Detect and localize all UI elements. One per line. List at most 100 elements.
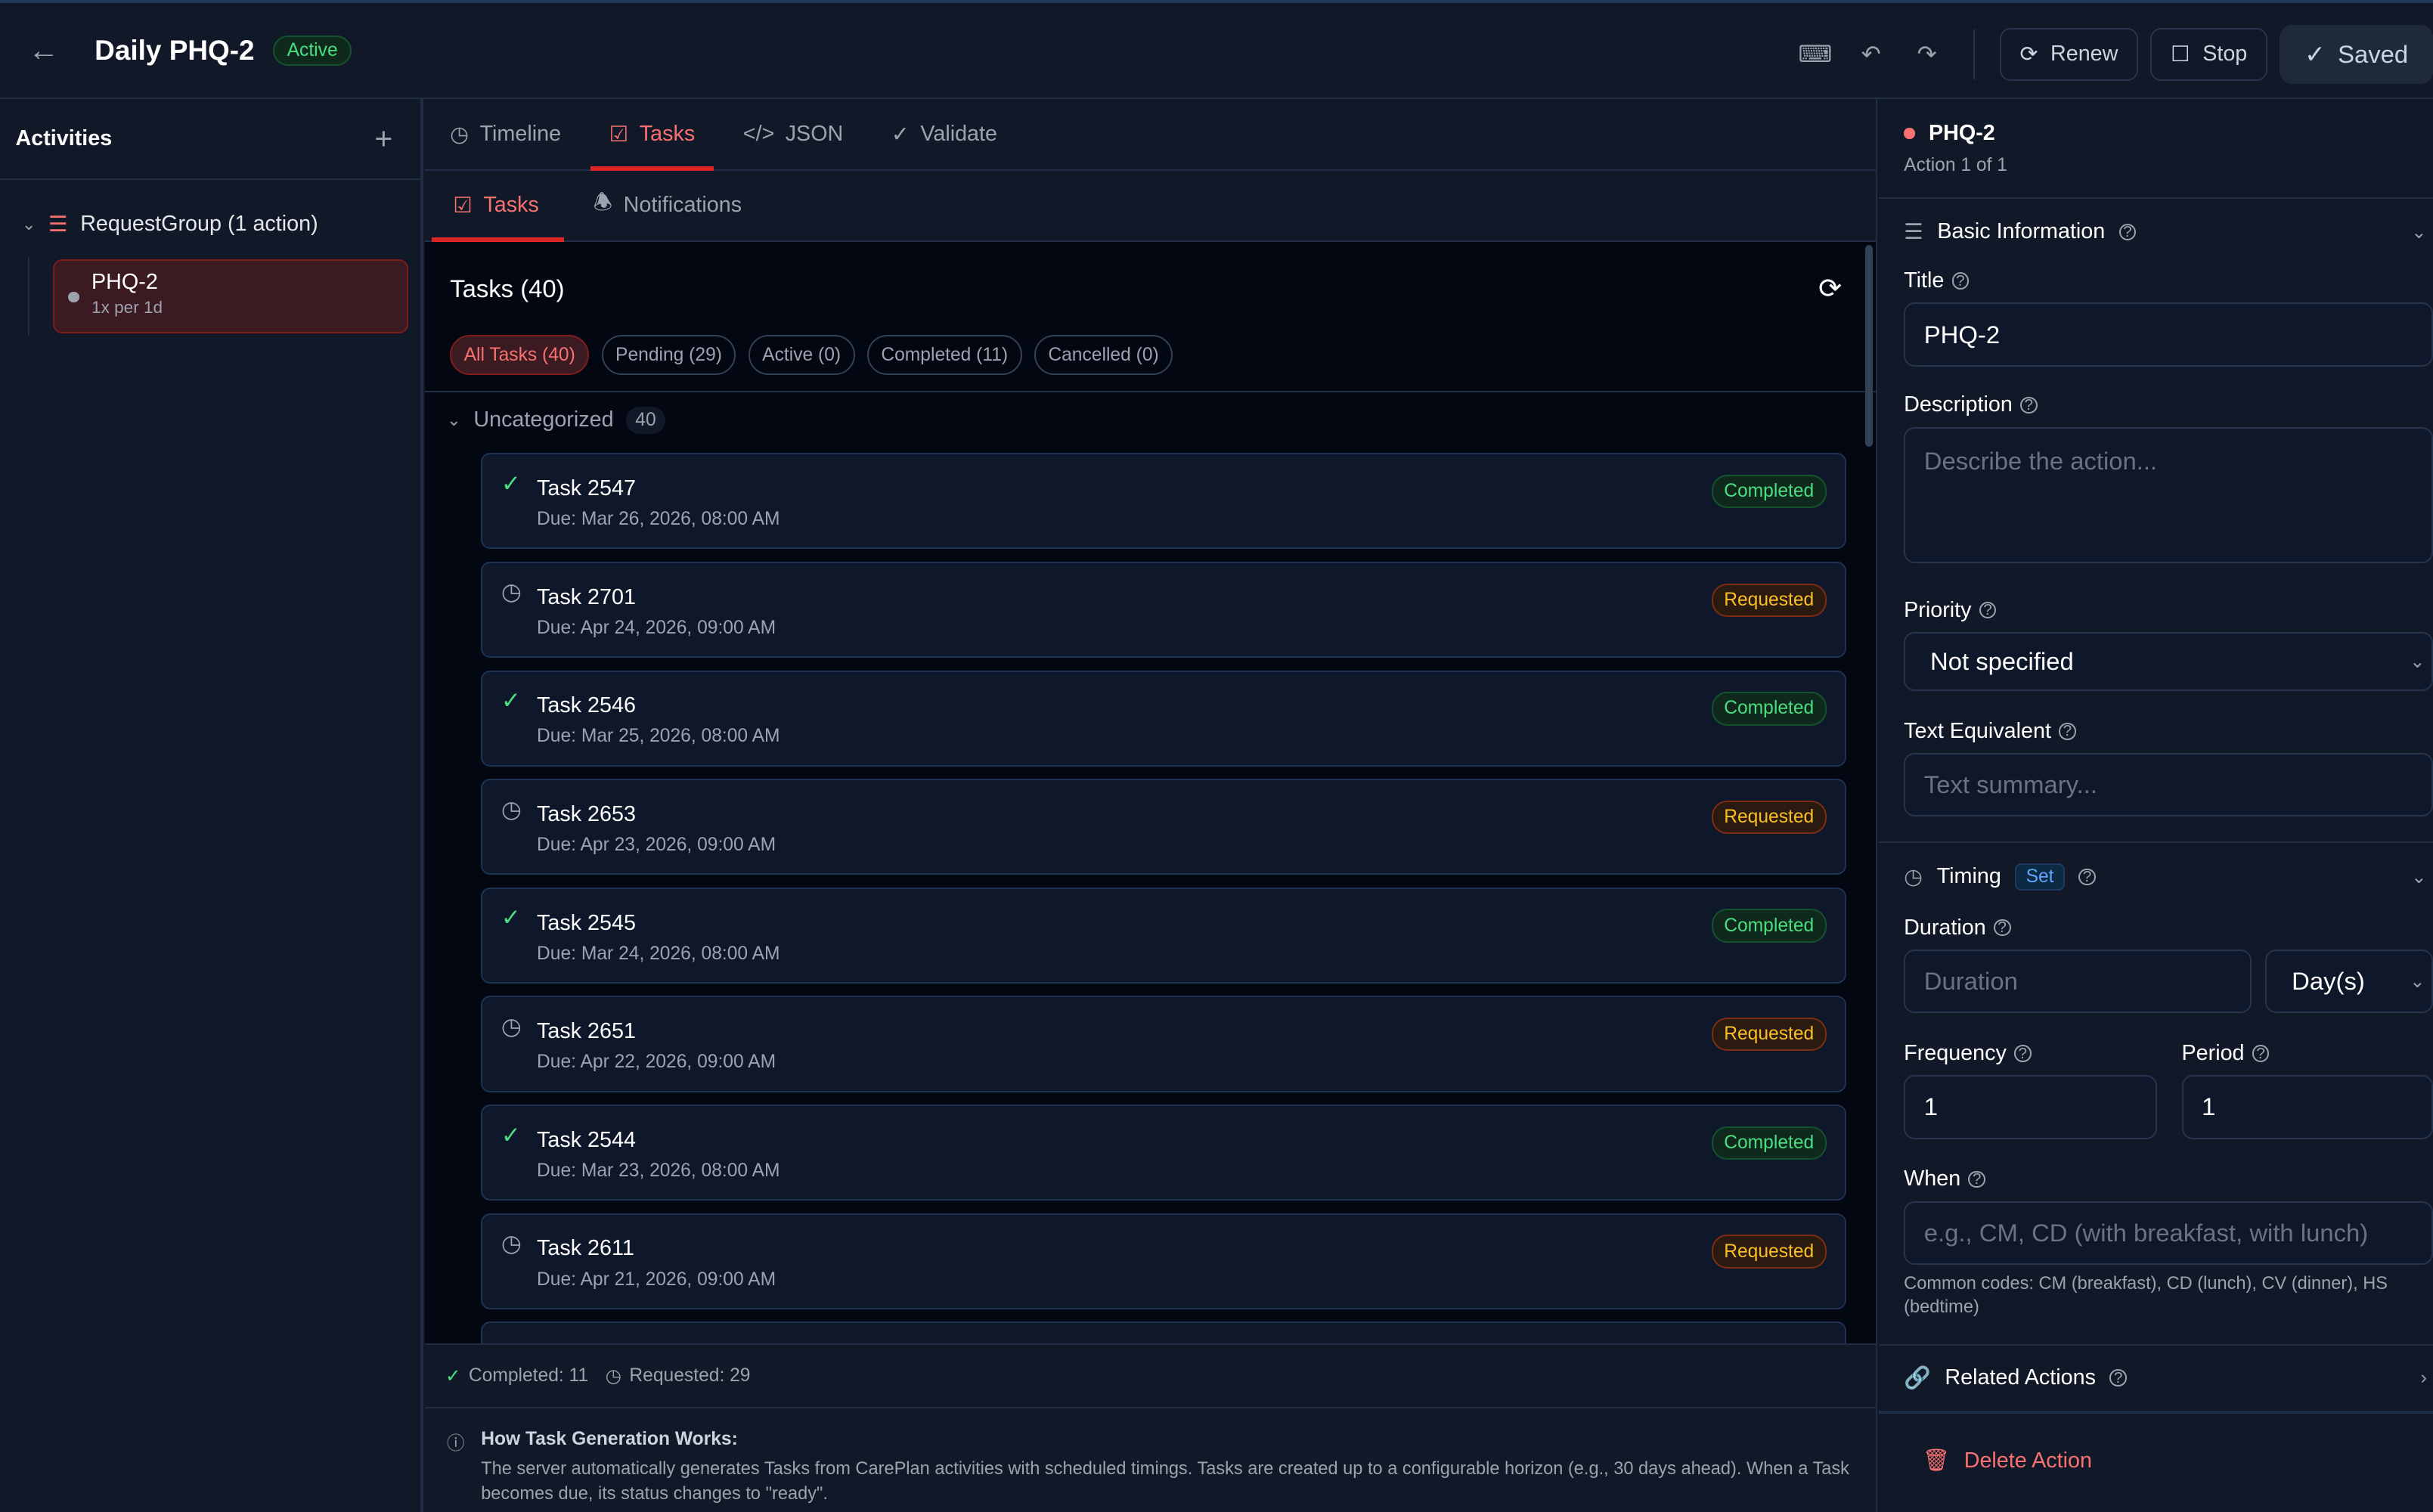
refresh-icon: ⟳	[2019, 42, 2038, 67]
filter-chip[interactable]: Pending (29)	[601, 335, 736, 375]
tab-timeline[interactable]: ◷ Timeline	[432, 99, 580, 169]
duration-unit-value: Day(s)	[2292, 967, 2365, 996]
basic-info-header[interactable]: ☰ Basic Information? ⌄	[1904, 218, 2433, 245]
item-name: PHQ-2	[91, 270, 158, 295]
task-card[interactable]: ✓ Task 2545 Due: Mar 24, 2026, 08:00 AM Com…	[481, 887, 1847, 984]
check-circle-icon: ✓	[2304, 39, 2326, 68]
help-icon[interactable]: ?	[2078, 868, 2096, 886]
tab-json[interactable]: </> JSON	[724, 99, 862, 169]
clock-icon: ◷	[450, 122, 470, 147]
subtabs: ☑ Tasks 🕭 Notifications	[425, 171, 1877, 243]
duration-label: Duration	[1904, 915, 1986, 940]
filter-chip[interactable]: Active (0)	[748, 335, 855, 375]
divider	[1879, 1343, 2433, 1346]
filter-chip[interactable]: Completed (11)	[866, 335, 1022, 375]
task-card[interactable]: ✓ Task 2547 Due: Mar 26, 2026, 08:00 AM Com…	[481, 453, 1847, 550]
clock-icon: ◷	[501, 795, 522, 823]
task-card[interactable]: ◷ Task 2701 Due: Apr 24, 2026, 09:00 AM Req…	[481, 561, 1847, 658]
task-card[interactable]: ✓ Task 2544 Due: Mar 23, 2026, 08:00 AM Com…	[481, 1105, 1847, 1201]
refresh-icon[interactable]: ⟳	[1818, 273, 1843, 305]
text-equivalent-input[interactable]: Text summary...	[1904, 753, 2433, 817]
tab-label: Timeline	[479, 122, 562, 147]
task-cards: ✓ Task 2547 Due: Mar 26, 2026, 08:00 AM Com…	[481, 453, 1847, 1344]
help-icon[interactable]: ?	[2252, 1045, 2270, 1062]
duration-input[interactable]: Duration	[1904, 949, 2252, 1014]
tasks-heading: Tasks (40)	[450, 274, 565, 302]
sidebar-item-phq2[interactable]: PHQ-2 1x per 1d	[52, 259, 408, 334]
check-circle-icon: ✓	[501, 469, 521, 497]
subtab-tasks[interactable]: ☑ Tasks	[431, 171, 565, 243]
timing-header[interactable]: ◷ Timing Set? ⌄	[1904, 863, 2433, 891]
filter-chip[interactable]: All Tasks (40)	[450, 335, 590, 375]
text-equivalent-placeholder: Text summary...	[1923, 770, 2098, 799]
keyboard-icon[interactable]: ⌨	[1798, 40, 1832, 67]
task-due: Due: Apr 24, 2026, 09:00 AM	[537, 617, 776, 638]
group-label: RequestGroup (1 action)	[80, 212, 318, 237]
title-input[interactable]: PHQ-2	[1904, 302, 2433, 367]
tab-tasks[interactable]: ☑ Tasks	[590, 99, 714, 171]
filter-chip[interactable]: Cancelled (0)	[1034, 335, 1173, 375]
duration-unit-select[interactable]: Day(s) ⌄	[2265, 949, 2433, 1014]
chevron-down-icon: ⌄	[2410, 651, 2425, 672]
divider	[1879, 841, 2433, 844]
tabs: ◷ Timeline ☑ Tasks </> JSON ✓ Validate	[425, 99, 1877, 171]
renew-button[interactable]: ⟳ Renew	[1999, 27, 2139, 81]
main-panel: ◷ Timeline ☑ Tasks </> JSON ✓ Validate ☑ Task…	[425, 99, 1878, 1512]
divider	[1879, 197, 2433, 199]
action-name: PHQ-2	[1928, 121, 1995, 146]
divider	[425, 391, 1877, 393]
frequency-label: Frequency	[1904, 1041, 2007, 1066]
task-list-panel: Tasks (40) ⟳ All Tasks (40) Pending (29) Ac…	[425, 242, 1877, 1344]
task-card[interactable]: ◷ Task 2651 Due: Apr 22, 2026, 09:00 AM Req…	[481, 996, 1847, 1092]
task-due: Due: Apr 23, 2026, 09:00 AM	[537, 835, 776, 855]
title-label: Title	[1904, 268, 1945, 293]
help-icon[interactable]: ?	[1993, 919, 2011, 937]
category-header[interactable]: ⌄ Uncategorized 40	[447, 406, 665, 434]
when-input[interactable]: e.g., CM, CD (with breakfast, with lunch…	[1904, 1201, 2433, 1265]
subtab-notifications[interactable]: 🕭 Notifications	[575, 171, 761, 240]
title-value: PHQ-2	[1923, 320, 2001, 349]
request-group[interactable]: ⌄ ☰ RequestGroup (1 action)	[0, 180, 420, 237]
priority-value: Not specified	[1929, 646, 2074, 675]
help-icon[interactable]: ?	[1951, 272, 1970, 290]
task-name: Task 2545	[537, 910, 636, 935]
help-icon[interactable]: ?	[2118, 223, 2137, 241]
task-name: Task 2547	[537, 476, 636, 500]
divider	[1879, 1410, 2433, 1414]
help-icon[interactable]: ?	[1968, 1170, 1985, 1188]
check-circle-icon: ✓	[501, 904, 521, 931]
task-name: Task 2546	[537, 693, 636, 718]
scrollbar[interactable]	[1864, 245, 1874, 448]
help-icon[interactable]: ?	[1979, 601, 1997, 619]
task-card[interactable]: ◷ Task 2611 Due: Apr 21, 2026, 09:00 AM Req…	[481, 1213, 1847, 1309]
help-icon[interactable]: ?	[2020, 396, 2038, 414]
undo-icon[interactable]: ↶	[1861, 40, 1881, 67]
renew-label: Renew	[2050, 42, 2118, 67]
add-icon[interactable]: +	[374, 121, 393, 156]
frequency-input[interactable]: 1	[1904, 1075, 2157, 1139]
delete-action-button[interactable]: 🗑 Delete Action	[1923, 1448, 2433, 1473]
sidebar: Activities + ⌄ ☰ RequestGroup (1 action) PH…	[0, 99, 424, 1512]
chevron-down-icon[interactable]: ⌄	[21, 214, 36, 234]
when-label: When	[1904, 1167, 1961, 1191]
redo-icon[interactable]: ↷	[1917, 40, 1937, 67]
related-actions-header[interactable]: 🔗 Related Actions? ›	[1904, 1346, 2433, 1411]
priority-select[interactable]: Not specified ⌄	[1904, 631, 2433, 691]
duration-placeholder: Duration	[1923, 967, 2018, 996]
saved-button[interactable]: ✓ Saved	[2280, 24, 2433, 84]
tab-validate[interactable]: ✓ Validate	[872, 99, 1015, 169]
info-title: How Task Generation Works:	[481, 1429, 738, 1450]
task-card[interactable]: ◷ Task 2653 Due: Apr 23, 2026, 09:00 AM Req…	[481, 779, 1847, 875]
check-circle-icon: ✓	[445, 1366, 461, 1387]
back-arrow-icon[interactable]: ←	[27, 33, 59, 68]
description-textarea[interactable]: Describe the action...	[1904, 426, 2433, 564]
period-input[interactable]: 1	[2181, 1075, 2433, 1139]
help-icon[interactable]: ?	[2109, 1369, 2127, 1387]
stop-button[interactable]: ☐ Stop	[2150, 27, 2267, 81]
task-card[interactable]	[481, 1321, 1847, 1344]
help-icon[interactable]: ?	[2014, 1045, 2032, 1062]
help-icon[interactable]: ?	[2059, 722, 2076, 740]
page-title: Daily PHQ-2	[95, 34, 255, 66]
task-card[interactable]: ✓ Task 2546 Due: Mar 25, 2026, 08:00 AM Com…	[481, 670, 1847, 767]
task-name: Task 2544	[537, 1127, 636, 1152]
